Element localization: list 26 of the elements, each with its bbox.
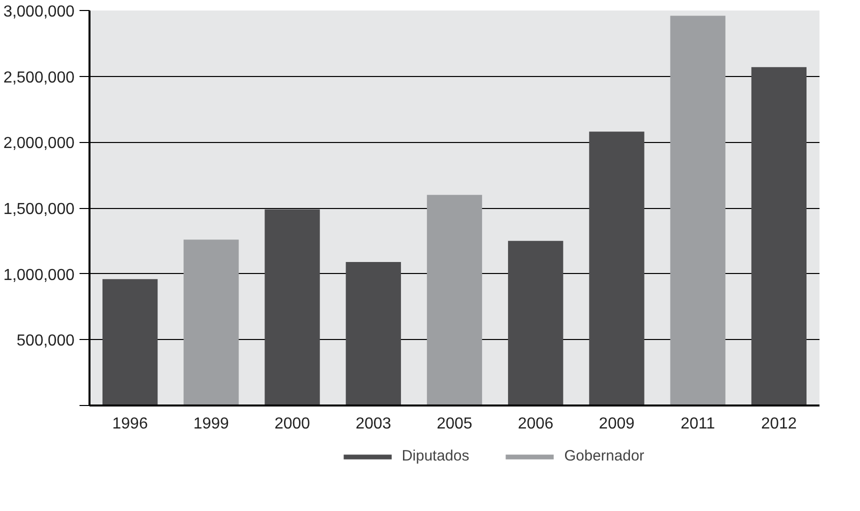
- y-tick-label: 1,500,000: [3, 201, 75, 218]
- x-tick-label: 2006: [518, 416, 554, 432]
- x-tick-label: 1999: [193, 416, 230, 432]
- y-tick-label: 1,000,000: [3, 266, 75, 284]
- y-tick-label: 500,000: [16, 332, 75, 350]
- y-tick-label: 3,000,000: [3, 4, 75, 20]
- y-tick-label: 2,000,000: [3, 135, 75, 152]
- legend-label: Gobernador: [564, 448, 644, 464]
- x-tick-label: 2011: [680, 416, 716, 432]
- bar: [670, 16, 726, 406]
- x-tick-label: 2003: [356, 416, 392, 432]
- y-tick-label: 2,500,000: [3, 69, 75, 86]
- legend-label: Diputados: [402, 448, 470, 464]
- bar: [751, 67, 807, 406]
- bar: [426, 194, 482, 406]
- x-tick-label: 2000: [274, 416, 310, 432]
- x-tick-label: 1996: [112, 416, 148, 432]
- bar: [264, 209, 320, 406]
- bar: [184, 240, 239, 406]
- bar: [346, 262, 401, 406]
- x-tick-label: 2009: [598, 416, 635, 432]
- x-tick-label: 2005: [436, 416, 472, 432]
- bar: [589, 132, 644, 406]
- x-tick-label: 2012: [761, 416, 797, 432]
- bar: [102, 279, 158, 406]
- bar: [508, 240, 564, 406]
